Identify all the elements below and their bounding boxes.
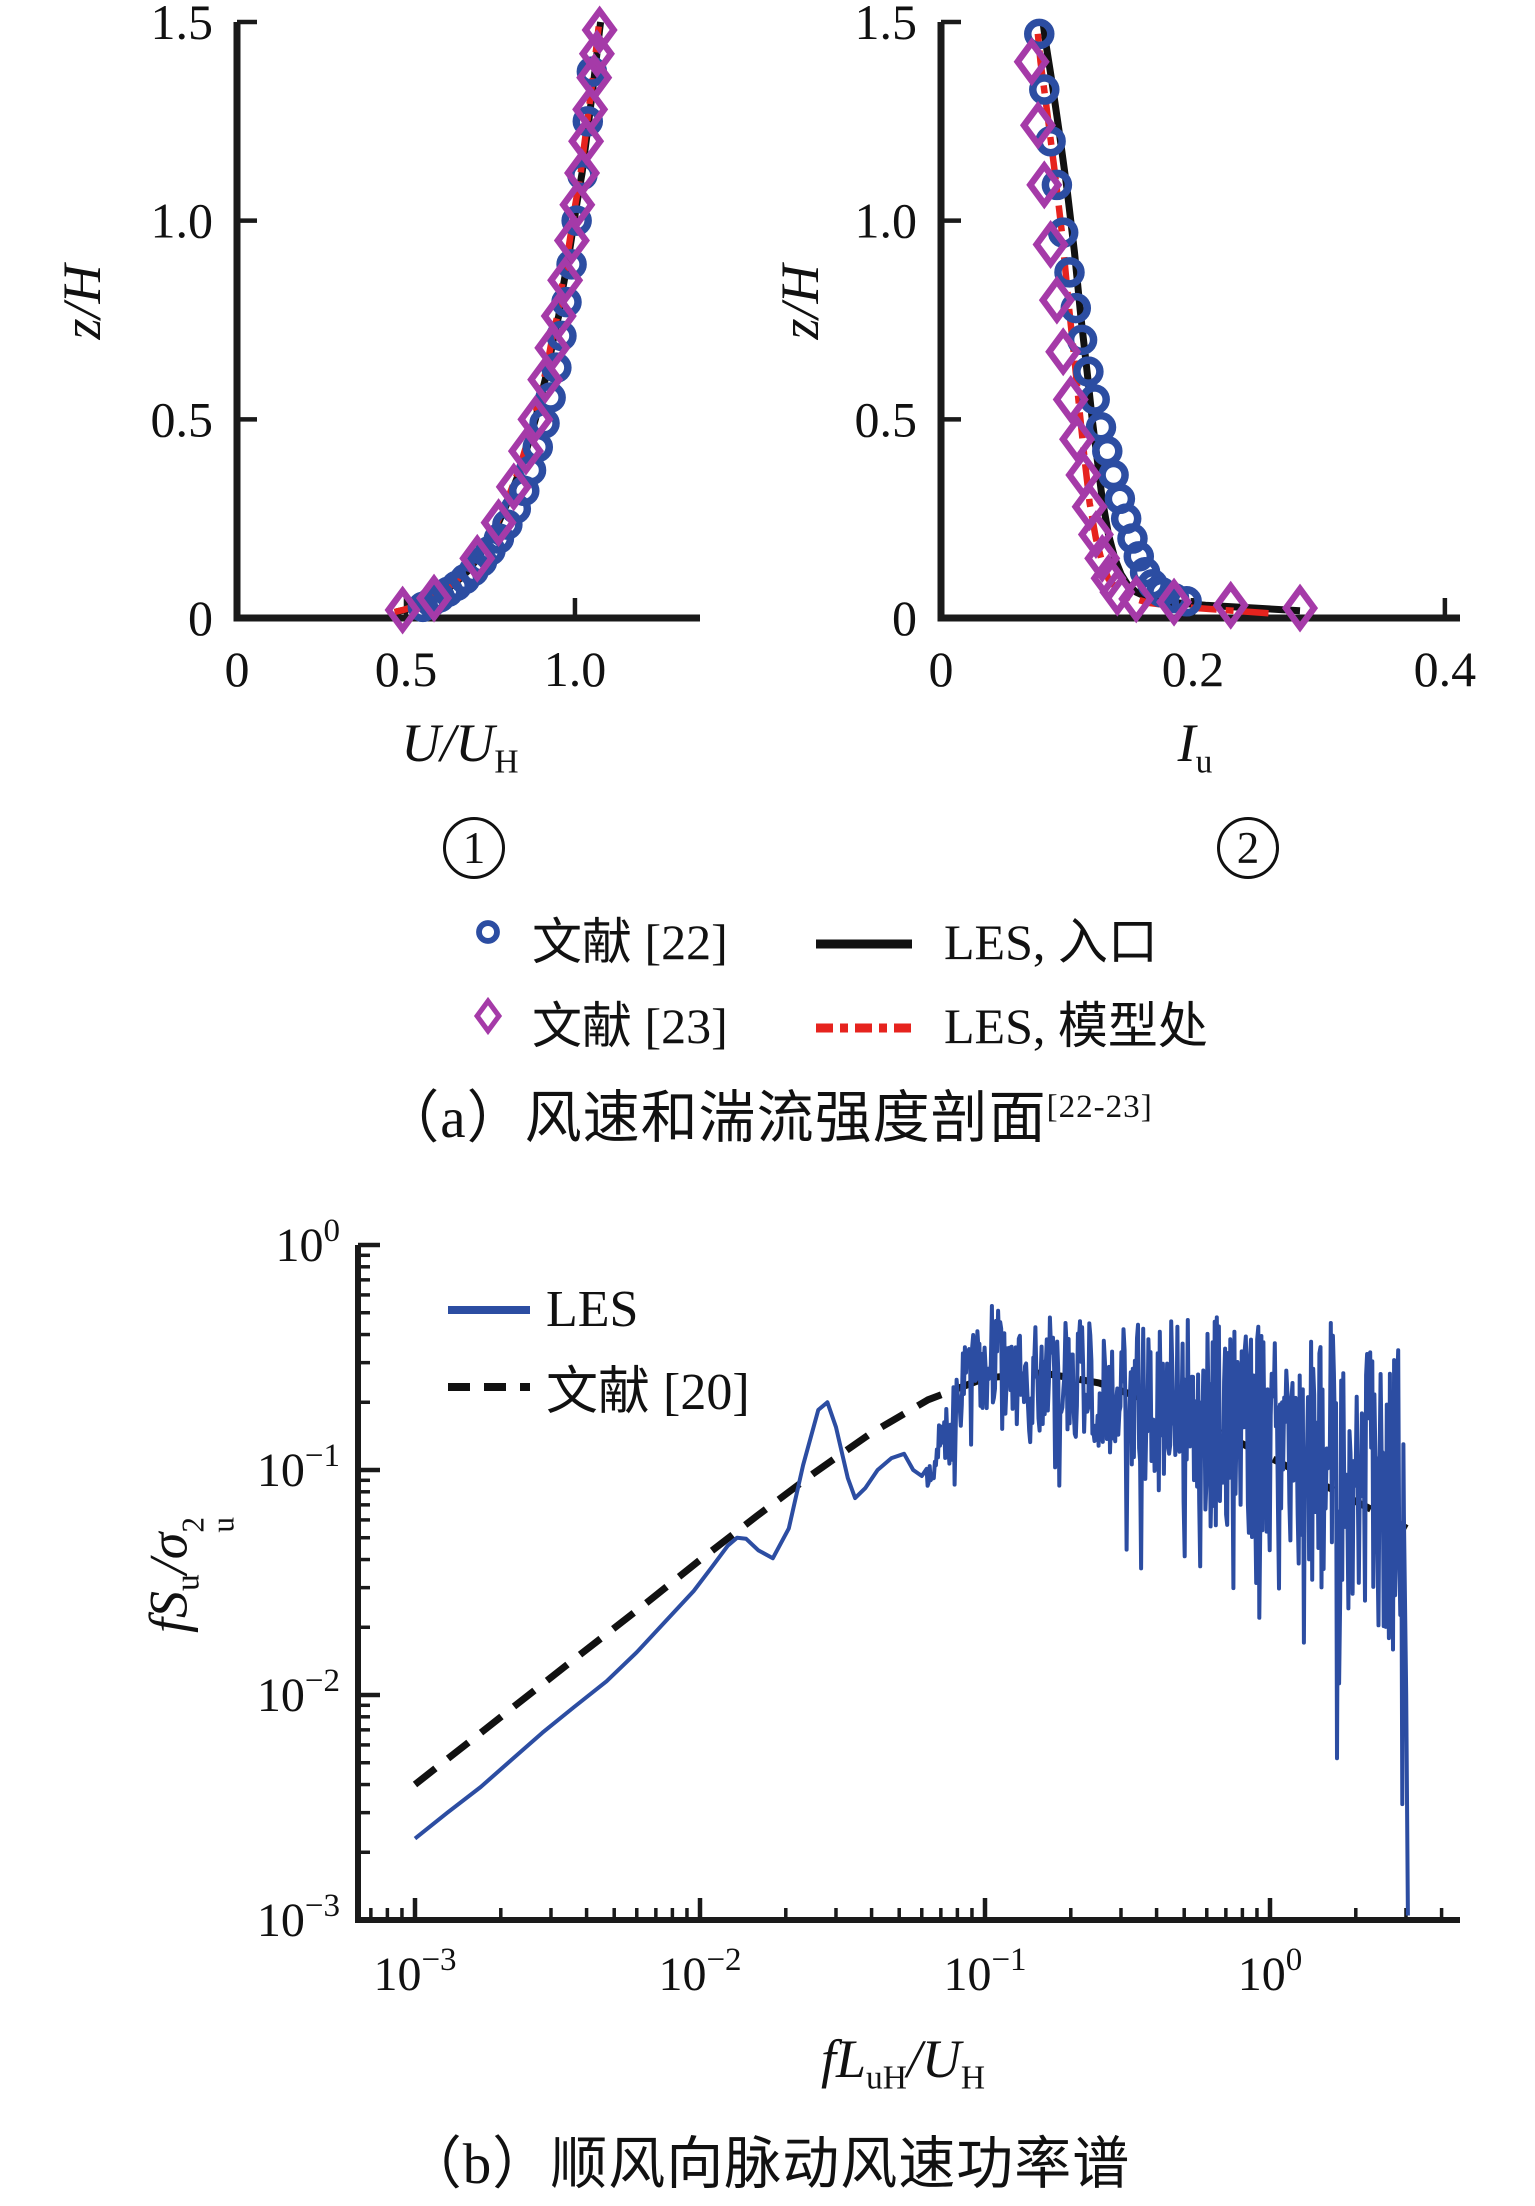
x-tick-label: 0.5 bbox=[375, 641, 438, 697]
data-marker-circle bbox=[1029, 74, 1060, 105]
y-tick-label: 10−1 bbox=[257, 1438, 340, 1497]
data-marker-diamond bbox=[578, 29, 615, 79]
y-tick-label: 10−2 bbox=[257, 1663, 340, 1722]
data-marker-diamond bbox=[540, 291, 577, 341]
data-marker-diamond bbox=[415, 573, 453, 623]
data-marker-diamond bbox=[1013, 37, 1050, 87]
x-tick-label: 10−1 bbox=[943, 1942, 1026, 2001]
data-marker-diamond bbox=[572, 84, 609, 134]
y-tick-label: 1.0 bbox=[151, 193, 214, 249]
y-tick-label: 0 bbox=[892, 590, 917, 646]
data-marker-circle bbox=[1024, 18, 1055, 50]
plot2: 0 0.2 0.4 0 0.5 1.0 1.5 bbox=[855, 0, 1477, 697]
x-tick-label: 0 bbox=[929, 641, 954, 697]
data-marker-diamond bbox=[568, 116, 605, 166]
series-ref20 bbox=[412, 1369, 1409, 1788]
data-marker-circle bbox=[1085, 412, 1117, 443]
data-marker-diamond bbox=[1099, 567, 1136, 617]
data-marker-circle bbox=[1054, 257, 1085, 288]
data-marker-diamond bbox=[527, 355, 564, 405]
x-tick-label: 0 bbox=[225, 641, 250, 697]
data-marker-diamond bbox=[1032, 220, 1069, 269]
data-marker-diamond bbox=[1059, 414, 1096, 464]
series-les-spectrum bbox=[413, 1304, 1410, 1916]
plot3: 10−3 10−2 10−1 100 100 10−1 10−2 10−3 bbox=[257, 1213, 1460, 2001]
data-marker-diamond bbox=[459, 533, 496, 583]
data-marker-diamond bbox=[581, 5, 618, 55]
data-marker-circle bbox=[1098, 459, 1129, 491]
x-tick-label: 100 bbox=[1238, 1942, 1303, 2001]
data-marker-diamond bbox=[1077, 510, 1114, 560]
data-marker-circle bbox=[1041, 169, 1073, 201]
y-tick-label: 0.5 bbox=[151, 391, 214, 447]
y-tick-label: 10−3 bbox=[257, 1888, 340, 1947]
data-marker-diamond bbox=[1019, 100, 1057, 150]
data-marker-diamond bbox=[1026, 160, 1063, 210]
data-marker-diamond bbox=[384, 585, 421, 635]
plot1: 0 0.5 1.0 0 0.5 1.0 1.5 bbox=[151, 0, 700, 697]
data-marker-diamond bbox=[553, 216, 590, 266]
data-marker-diamond bbox=[1038, 275, 1075, 325]
data-marker-circle bbox=[1073, 356, 1104, 387]
data-marker-diamond bbox=[1052, 374, 1089, 424]
data-marker-diamond bbox=[559, 180, 596, 230]
data-marker-diamond bbox=[1045, 327, 1082, 377]
x-tick-label: 10−2 bbox=[658, 1942, 741, 2001]
axis-spines bbox=[937, 22, 1460, 622]
x-tick-label: 0.2 bbox=[1162, 641, 1225, 697]
y-tick-label: 0 bbox=[188, 590, 213, 646]
data-marker-diamond bbox=[1084, 533, 1121, 583]
x-tick-label: 10−3 bbox=[373, 1942, 456, 2001]
y-tick-label: 0.5 bbox=[855, 391, 918, 447]
y-tick-label: 100 bbox=[276, 1213, 341, 1272]
x-tick-label: 1.0 bbox=[544, 641, 607, 697]
data-marker-diamond bbox=[1281, 583, 1319, 633]
data-marker-diamond bbox=[1156, 577, 1193, 627]
data-marker-diamond bbox=[495, 462, 532, 512]
data-marker-diamond bbox=[507, 426, 544, 476]
y-tick-label: 1.5 bbox=[151, 0, 214, 50]
axis-spines bbox=[355, 1245, 1460, 1923]
data-marker-circle bbox=[1092, 435, 1123, 467]
data-marker-circle bbox=[1171, 586, 1202, 617]
y-tick-label: 1.0 bbox=[855, 193, 918, 249]
data-marker-circle bbox=[1123, 541, 1155, 572]
data-marker-diamond bbox=[547, 255, 584, 305]
data-marker-diamond bbox=[1118, 574, 1155, 624]
data-marker-diamond bbox=[1212, 580, 1249, 630]
axis-spines bbox=[233, 22, 700, 622]
data-marker-diamond bbox=[480, 498, 517, 548]
data-marker-diamond bbox=[534, 323, 571, 373]
data-marker-diamond bbox=[576, 53, 613, 103]
data-marker-diamond bbox=[564, 148, 601, 198]
y-tick-label: 1.5 bbox=[855, 0, 918, 50]
data-marker-diamond bbox=[517, 394, 554, 444]
x-tick-label: 0.4 bbox=[1414, 641, 1477, 697]
